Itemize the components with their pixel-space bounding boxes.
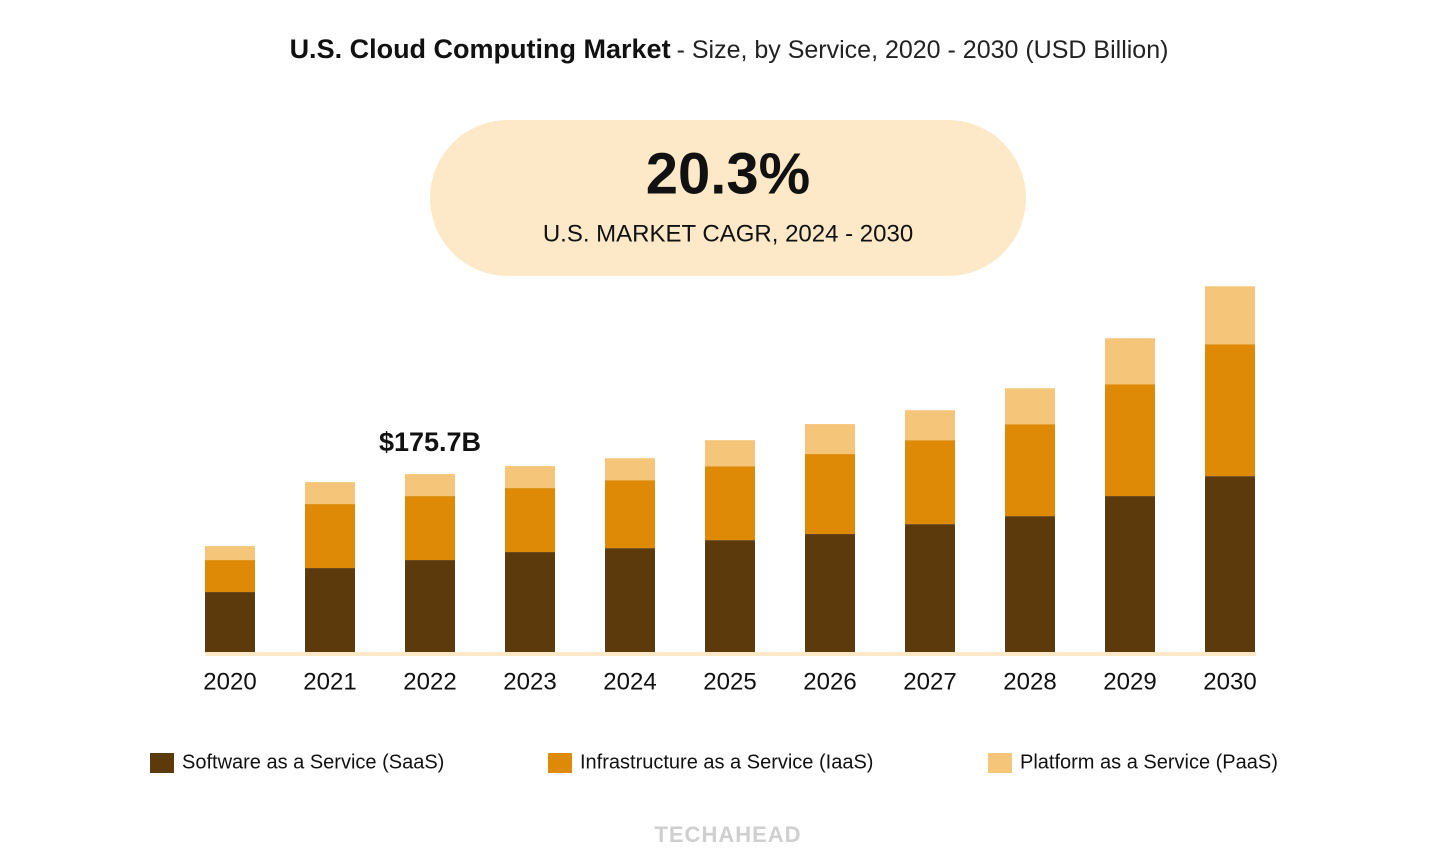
bar-segment (205, 592, 255, 652)
bar-segment (1205, 476, 1255, 652)
bar-segment (405, 474, 455, 497)
x-tick-label: 2023 (503, 668, 556, 695)
x-tick-label: 2022 (403, 668, 456, 695)
bar-segment (1105, 384, 1155, 497)
cagr-pill (430, 120, 1026, 276)
bar-segment (405, 496, 455, 561)
cagr-label: U.S. MARKET CAGR, 2024 - 2030 (543, 220, 913, 247)
bar-segment (505, 488, 555, 553)
x-tick-label: 2030 (1203, 668, 1256, 695)
chart-heading: U.S. Cloud Computing Market - Size, by Se… (290, 34, 1169, 64)
bar-segment (1005, 388, 1055, 425)
bar-segment (705, 440, 755, 467)
bar-segment (1105, 338, 1155, 385)
legend-label: Software as a Service (SaaS) (182, 751, 444, 773)
bar-segment (305, 482, 355, 505)
bar-segment (805, 534, 855, 652)
legend-label: Platform as a Service (PaaS) (1020, 751, 1278, 773)
x-tick-label: 2029 (1103, 668, 1156, 695)
bar-segment (905, 524, 955, 652)
bar-segment (805, 424, 855, 455)
x-tick-label: 2025 (703, 668, 756, 695)
legend-swatch (988, 753, 1012, 773)
watermark: TECHAHEAD (654, 822, 801, 847)
x-tick-label: 2024 (603, 668, 656, 695)
bar-segment (705, 540, 755, 652)
bar-segment (305, 568, 355, 652)
legend-swatch (548, 753, 572, 773)
bar-segment (805, 454, 855, 535)
bar-segment (905, 440, 955, 525)
legend-label: Infrastructure as a Service (IaaS) (580, 751, 873, 773)
bar-segment (605, 548, 655, 652)
bar-segment (1205, 344, 1255, 477)
x-tick-label: 2020 (203, 668, 256, 695)
bar-segment (1105, 496, 1155, 652)
x-tick-label: 2021 (303, 668, 356, 695)
total-label: $175.7B (379, 427, 481, 457)
bar-segment (505, 552, 555, 652)
bar-segment (705, 466, 755, 541)
bar-segment (905, 410, 955, 441)
bar-segment (605, 480, 655, 549)
baseline (205, 652, 1256, 656)
x-tick-label: 2026 (803, 668, 856, 695)
bar-segment (1205, 286, 1255, 345)
cagr-value: 20.3% (646, 141, 810, 206)
chart-subtitle: - Size, by Service, 2020 - 2030 (USD Bil… (677, 36, 1169, 64)
bar-segment (605, 458, 655, 481)
bar-segment (305, 504, 355, 569)
chart-title: U.S. Cloud Computing Market (290, 34, 671, 64)
bar-segment (505, 466, 555, 489)
legend-swatch (150, 753, 174, 773)
bar-segment (205, 560, 255, 593)
bar-segment (1005, 516, 1055, 652)
bar-segment (1005, 424, 1055, 517)
x-tick-label: 2027 (903, 668, 956, 695)
bar-segment (205, 546, 255, 561)
x-tick-label: 2028 (1003, 668, 1056, 695)
bar-segment (405, 560, 455, 652)
